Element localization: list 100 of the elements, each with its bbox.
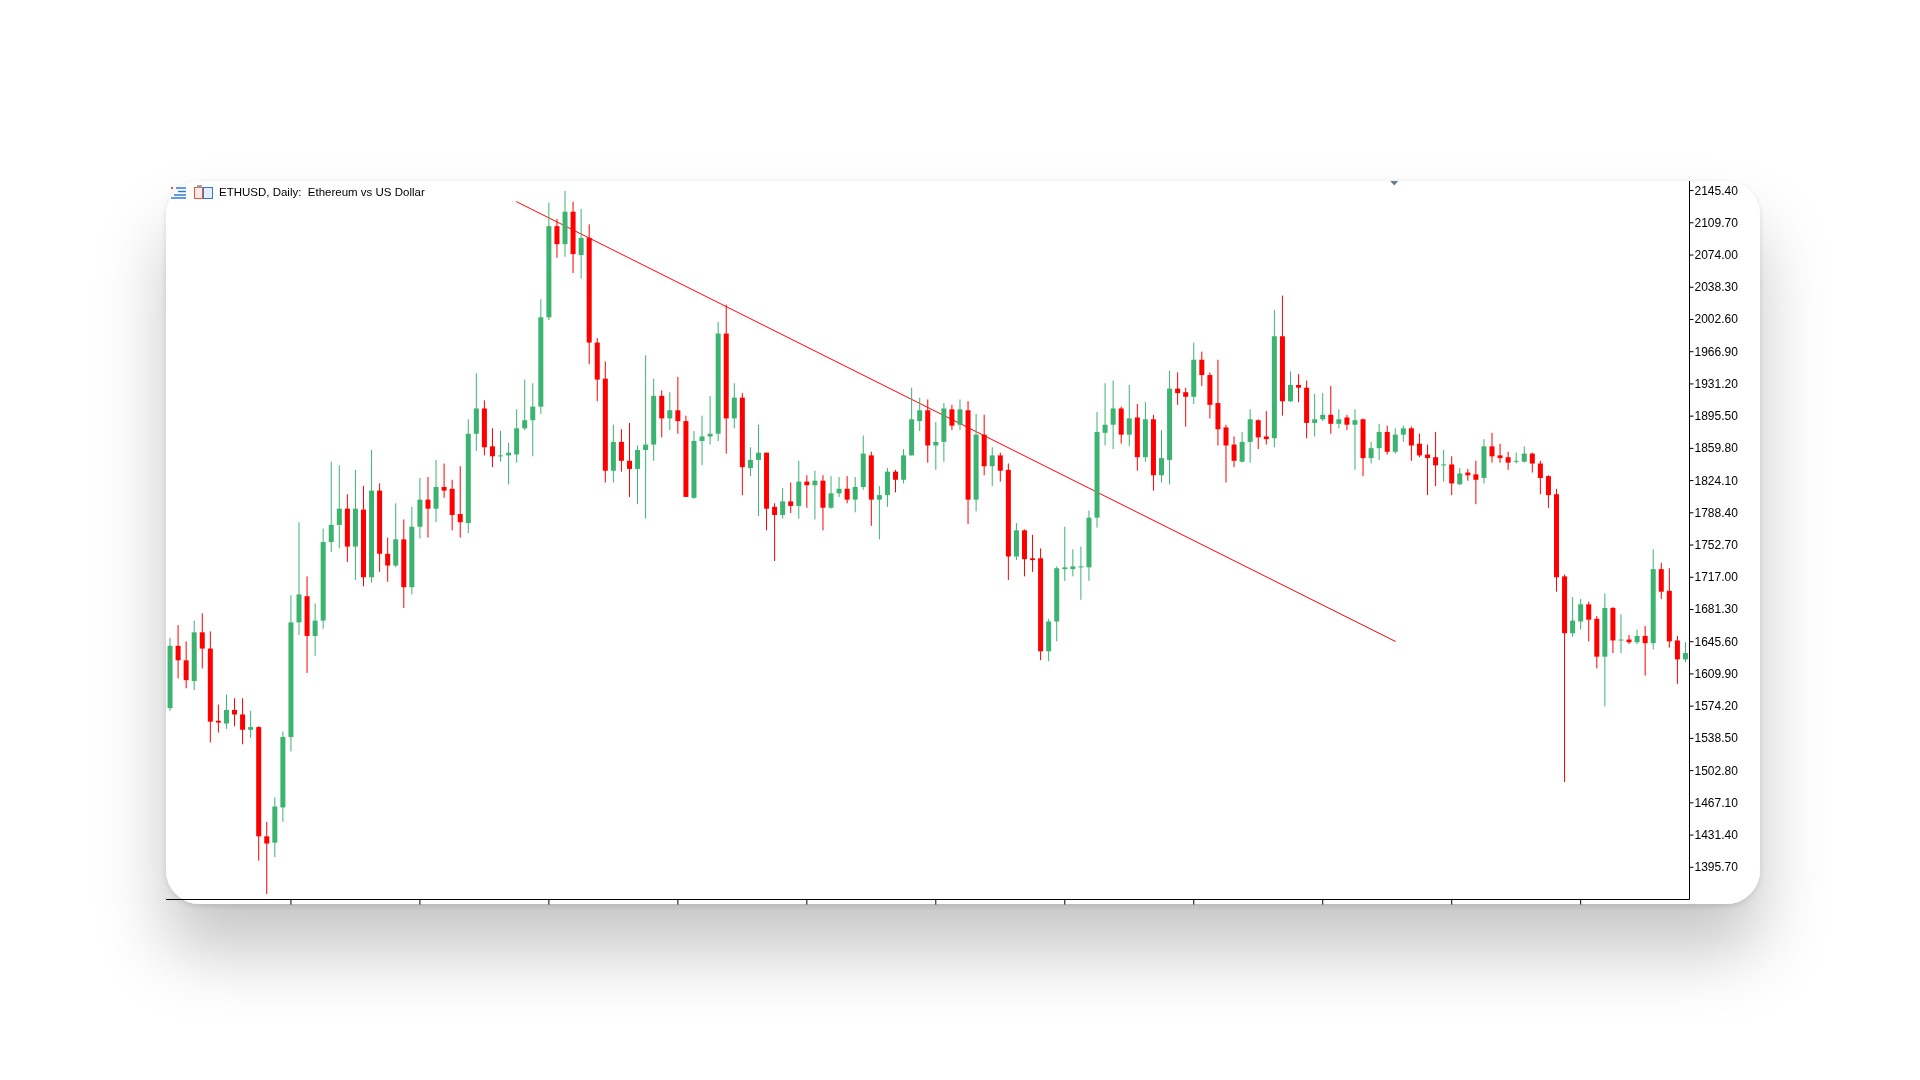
candlestick [240,697,246,745]
candlestick [530,382,536,457]
candlestick [1030,534,1036,573]
y-tick-label: 1681.30 [1694,602,1739,617]
candlestick [618,428,624,473]
candlestick [1352,408,1358,471]
candlestick [1570,596,1576,638]
candlestick [1634,629,1640,645]
candlestick [755,424,761,517]
y-tick-label: 1609.90 [1694,666,1739,681]
candlestick [328,461,334,553]
candlestick [1070,548,1076,577]
candlestick [884,467,890,508]
candlestick [264,821,270,895]
candlestick [1263,410,1269,446]
candlestick [1255,418,1261,450]
candlestick [1231,435,1237,468]
candlestick [1062,526,1068,582]
candlestick [1425,444,1431,496]
candlestick [385,537,391,583]
candlestick [917,397,923,432]
candlestick [1408,426,1414,462]
candlestick [1441,449,1447,483]
candlestick [989,446,995,487]
y-tick-label: 1966.90 [1694,344,1739,359]
candlestick [780,487,786,520]
candlestick [1642,625,1648,677]
chart-title: ETHUSD, Daily: Ethereum vs US Dollar [219,186,425,198]
candlestick [1449,455,1455,496]
candlestick [1513,452,1519,465]
y-tick-label: 1502.80 [1694,763,1739,778]
candlestick [957,398,963,431]
candlestick [1239,431,1245,464]
candlestick [1529,452,1535,474]
candlestick [248,710,254,739]
candlestick [788,481,794,514]
candlestick [199,612,205,669]
candlestick [1078,546,1084,601]
candlestick [1223,424,1229,483]
candlestick [1497,443,1503,464]
candlestick [1416,433,1422,458]
candlestick [498,430,504,463]
candlestick [659,389,665,438]
y-tick-label: 1574.20 [1694,699,1739,714]
candlestick [876,485,882,540]
candlestick [1102,382,1108,446]
y-tick-label: 1717.00 [1694,570,1739,585]
y-tick-label: 2038.30 [1694,280,1739,295]
candlestick [1505,451,1511,471]
candlestick [828,475,834,510]
y-tick-label: 2074.00 [1694,248,1739,263]
candlestick [1384,425,1390,455]
candlestick [215,704,221,734]
candlestick [1159,429,1165,483]
y-tick-label: 2109.70 [1694,215,1739,230]
candlestick [1682,641,1688,663]
candlestick [223,694,229,730]
y-tick-label: 1859.80 [1694,441,1739,456]
candlestick [997,452,1003,483]
candlestick [1247,408,1253,464]
candlestick [1328,385,1334,435]
candlestick [1376,423,1382,461]
candlestick [578,208,584,279]
y-tick-label: 2145.40 [1694,183,1739,198]
candlestick [949,404,955,431]
candlestick [1312,393,1318,437]
candlestick [1537,460,1543,495]
candlestick [772,502,778,562]
candlestick [667,391,673,431]
candlestick [312,602,318,657]
candlestick [1344,414,1350,431]
candlestick [699,415,705,466]
y-tick-label: 1752.70 [1694,538,1739,553]
y-tick-label: 1538.50 [1694,731,1739,746]
candlestick [441,463,447,499]
candlestick [489,427,495,468]
y-tick-label: 1931.20 [1694,376,1739,391]
candlestick [852,476,858,513]
y-tick-label: 1395.70 [1694,860,1739,875]
y-tick-label: 1788.40 [1694,505,1739,520]
candlestick [1336,408,1342,429]
candlestick [731,382,737,429]
y-tick-label: 1467.10 [1694,795,1739,810]
candlestick [1183,387,1189,428]
y-tick-label: 1895.50 [1694,409,1739,424]
candlestick [1545,474,1551,509]
candlestick [336,464,342,549]
candlestick [1296,373,1302,403]
candlestick [1433,431,1439,487]
candlestick [1368,441,1374,465]
candlestick [747,446,753,477]
candlestick [675,376,681,435]
candlestick [1674,635,1680,685]
candlestick [1658,562,1664,600]
y-tick-label: 1645.60 [1694,634,1739,649]
candlestick [1199,351,1205,387]
candlestick [1586,601,1592,642]
candlestick [433,459,439,523]
y-tick-label: 1824.10 [1694,473,1739,488]
y-tick-label: 1431.40 [1694,828,1739,843]
